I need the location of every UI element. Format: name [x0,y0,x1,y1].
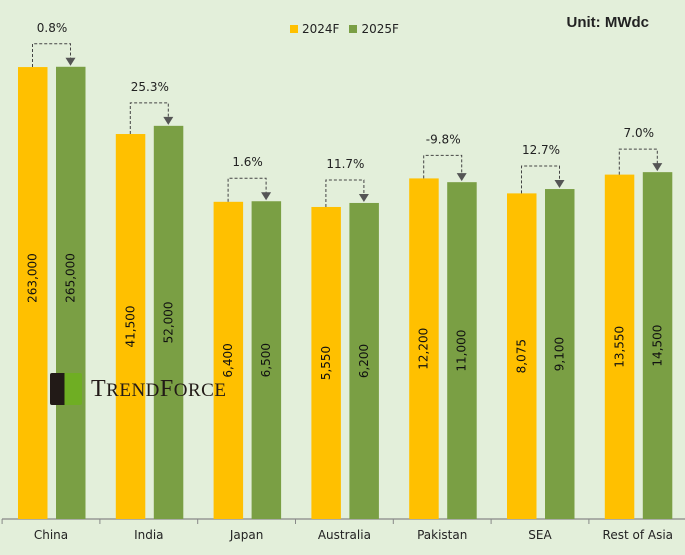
arrow-down-icon [163,116,174,125]
legend-item-2024f: 2024F [290,22,339,36]
x-tick-label: Australia [318,528,371,542]
arrow-down-icon [554,180,565,189]
growth-label: 25.3% [131,80,169,94]
data-label: 52,000 [161,301,175,343]
legend-label-2025f: 2025F [361,22,399,36]
growth-label: 1.6% [232,155,263,169]
bar-2025f-japan [251,201,282,519]
growth-connector [325,179,365,207]
logo-wordmark: TRENDFORCE [91,375,227,402]
data-label: 6,200 [357,344,371,378]
x-tick-label: China [34,528,68,542]
x-tick-label: India [134,528,163,542]
growth-label: 12.7% [522,143,560,157]
bar-2025f-pakistan [447,182,477,519]
bar-2025f-rest-of-asia [642,172,673,519]
bar-2024f-china [18,67,48,520]
x-tick-label: SEA [528,528,552,542]
bar-2024f-japan [213,201,244,519]
growth-label: 11.7% [326,157,364,171]
bar-2025f-sea [545,189,575,519]
data-label: 5,550 [319,346,333,380]
growth-label: 7.0% [624,126,655,140]
growth-connector [32,43,71,68]
growth-label: 0.8% [37,21,68,35]
data-label: 9,100 [553,337,567,371]
growth-connector [618,148,658,175]
data-label: 265,000 [64,253,78,303]
data-label: 12,200 [417,328,431,370]
growth-connector [129,102,169,135]
x-tick-label: Japan [229,528,263,542]
logo-mark-icon [50,373,82,405]
bar-2024f-sea [507,193,537,519]
data-label: 8,075 [515,339,529,373]
growth-connector [423,154,463,179]
data-label: 41,500 [123,306,137,348]
bar-2025f-australia [349,202,379,519]
data-label: 11,000 [455,330,469,372]
growth-connector [521,165,560,194]
trendforce-logo: TRENDFORCE [50,373,226,405]
legend-swatch-2024f [290,25,298,33]
bar-2024f-rest-of-asia [604,174,635,520]
bar-2024f-india [115,134,146,520]
arrow-down-icon [261,192,272,201]
data-label: 263,000 [26,253,40,303]
data-label: 14,500 [650,325,664,367]
arrow-down-icon [65,57,76,66]
legend-item-2025f: 2025F [349,22,399,36]
legend: 2024F 2025F [290,22,399,36]
x-tick-label: Pakistan [417,528,467,542]
legend-label-2024f: 2024F [302,22,340,36]
legend-swatch-2025f [349,25,358,33]
arrow-down-icon [358,193,369,202]
growth-label: -9.8% [426,132,461,146]
bar-2025f-china [56,66,86,520]
growth-connector [227,177,267,202]
unit-label: Unit: MWdc [566,14,649,31]
data-label: 13,550 [612,326,626,368]
bar-2025f-india [153,125,184,520]
bar-2024f-pakistan [409,178,439,519]
arrow-down-icon [456,173,467,182]
arrow-down-icon [652,163,663,172]
data-label: 6,500 [259,343,273,377]
bar-2024f-australia [311,206,341,520]
data-label: 6,400 [221,343,235,377]
x-tick-label: Rest of Asia [603,528,673,542]
